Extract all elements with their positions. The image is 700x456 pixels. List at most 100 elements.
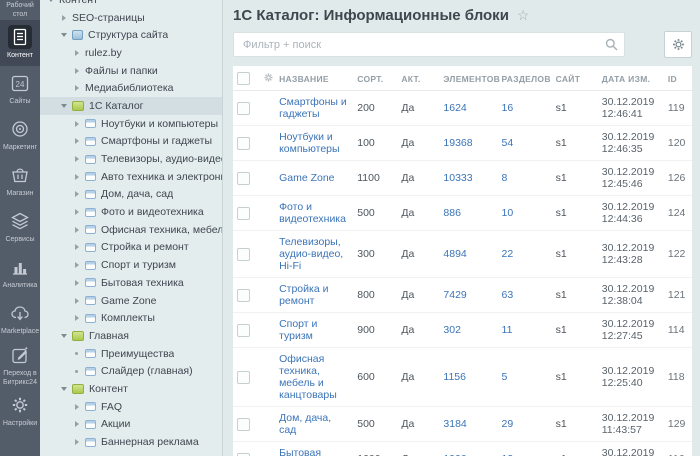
- sidebar-item-sites[interactable]: 24 Сайты: [0, 66, 40, 112]
- tree-item[interactable]: Game Zone: [40, 292, 222, 310]
- filter-search-input[interactable]: [233, 32, 625, 57]
- elements-count-link[interactable]: 1990: [443, 453, 466, 456]
- sidebar-item-marketplace[interactable]: Marketplace: [0, 296, 40, 342]
- tree-item[interactable]: Авто техника и электроника: [40, 168, 222, 186]
- table-row[interactable]: Стройка и ремонт 800 Да 7429 63 s1 30.12…: [233, 277, 692, 313]
- sidebar-item-shop[interactable]: Магазин: [0, 158, 40, 204]
- sidebar-item-analytics[interactable]: Аналитика: [0, 250, 40, 296]
- sections-count-link[interactable]: 63: [501, 289, 514, 301]
- row-checkbox[interactable]: [237, 247, 250, 261]
- column-header-date[interactable]: ДАТА ИЗМ.: [597, 66, 664, 91]
- elements-count-link[interactable]: 886: [443, 207, 461, 219]
- tree-item[interactable]: Главная: [40, 327, 222, 345]
- tree-item[interactable]: Дом, дача, сад: [40, 186, 222, 204]
- sidebar-item-content[interactable]: Контент: [0, 20, 40, 66]
- row-checkbox[interactable]: [237, 206, 250, 220]
- sections-count-link[interactable]: 29: [501, 418, 514, 430]
- column-header-id[interactable]: ID: [663, 66, 692, 91]
- columns-gear-icon[interactable]: [259, 66, 276, 91]
- row-checkbox[interactable]: [237, 370, 250, 384]
- tree-item[interactable]: Файлы и папки: [40, 62, 222, 80]
- iblock-name-link[interactable]: Фото и видеотехника: [279, 201, 346, 225]
- iblock-name-link[interactable]: Ноутбуки и компьютеры: [279, 131, 340, 155]
- row-checkbox[interactable]: [237, 417, 250, 431]
- tree-item[interactable]: Офисная техника, мебель и канцтовары: [40, 221, 222, 239]
- elements-count-link[interactable]: 7429: [443, 289, 467, 301]
- tree-item[interactable]: Телевизоры, аудио-видео, Hi-Fi: [40, 150, 222, 168]
- iblock-name-link[interactable]: Офисная техника, мебель и канцтовары: [279, 353, 337, 401]
- iblock-name-link[interactable]: Телевизоры, аудио-видео, Hi-Fi: [279, 236, 344, 272]
- table-row[interactable]: Дом, дача, сад 500 Да 3184 29 s1 30.12.2…: [233, 406, 692, 442]
- elements-count-link[interactable]: 302: [443, 324, 461, 336]
- search-icon[interactable]: [605, 38, 618, 56]
- grid-settings-button[interactable]: [664, 31, 692, 58]
- row-checkbox[interactable]: [237, 323, 250, 337]
- table-row[interactable]: Фото и видеотехника 500 Да 886 10 s1 30.…: [233, 195, 692, 231]
- tree-item[interactable]: Контент: [40, 0, 222, 9]
- sections-count-link[interactable]: 16: [501, 102, 514, 114]
- table-row[interactable]: Ноутбуки и компьютеры 100 Да 19368 54 s1…: [233, 125, 692, 161]
- column-header-site[interactable]: САЙТ: [551, 66, 598, 91]
- sections-count-link[interactable]: 11: [501, 324, 513, 336]
- sidebar-item-desktop[interactable]: Рабочий стол: [6, 1, 34, 18]
- sections-count-link[interactable]: 22: [501, 248, 514, 260]
- iblock-name-link[interactable]: Смартфоны и гаджеты: [279, 96, 347, 120]
- tree-item[interactable]: SEO-страницы: [40, 9, 222, 27]
- iblock-name-link[interactable]: Стройка и ремонт: [279, 283, 329, 307]
- tree-item[interactable]: FAQ: [40, 398, 222, 416]
- tree-item[interactable]: 1С Каталог: [40, 97, 222, 115]
- column-header-active[interactable]: АКТ.: [397, 66, 440, 91]
- column-header-sort[interactable]: СОРТ.: [353, 66, 398, 91]
- column-header-sections[interactable]: РАЗДЕЛОВ: [497, 66, 552, 91]
- sidebar-item-marketing[interactable]: Маркетинг: [0, 112, 40, 158]
- table-row[interactable]: Game Zone 1100 Да 10333 8 s1 30.12.2019 1…: [233, 160, 692, 196]
- row-checkbox[interactable]: [237, 288, 250, 302]
- sections-count-link[interactable]: 13: [502, 453, 514, 456]
- tree-item[interactable]: Баннерная реклама: [40, 433, 222, 451]
- tree-item[interactable]: Комплекты: [40, 309, 222, 327]
- iblock-name-link[interactable]: Бытовая техника: [279, 447, 322, 456]
- table-row[interactable]: Бытовая техника 1000 Да 1990 13 s1 30.12…: [233, 441, 692, 456]
- tree-item[interactable]: rulez.by: [40, 44, 222, 62]
- iblock-name-link[interactable]: Спорт и туризм: [279, 318, 318, 342]
- row-checkbox[interactable]: [237, 171, 250, 185]
- iblock-name-link[interactable]: Дом, дача, сад: [279, 412, 332, 436]
- elements-count-link[interactable]: 19368: [443, 137, 473, 149]
- elements-count-link[interactable]: 3184: [443, 418, 467, 430]
- sections-count-link[interactable]: 5: [501, 371, 508, 383]
- table-row[interactable]: Смартфоны и гаджеты 200 Да 1624 16 s1 30…: [233, 90, 692, 126]
- sections-count-link[interactable]: 10: [501, 207, 514, 219]
- table-row[interactable]: Телевизоры, аудио-видео, Hi-Fi 300 Да 48…: [233, 230, 692, 278]
- table-row[interactable]: Офисная техника, мебель и канцтовары 600…: [233, 347, 692, 407]
- sidebar-item-bitrix24[interactable]: Переход в Битрикс24: [0, 342, 40, 388]
- elements-count-link[interactable]: 4894: [443, 248, 467, 260]
- tree-item[interactable]: Структура сайта: [40, 26, 222, 44]
- select-all-checkbox[interactable]: [237, 72, 250, 85]
- tree-item[interactable]: Спорт и туризм: [40, 256, 222, 274]
- favorite-star-icon[interactable]: ☆: [516, 7, 530, 23]
- tree-item[interactable]: Медиабиблиотека: [40, 79, 222, 97]
- tree-item[interactable]: Преимущества: [40, 345, 222, 363]
- elements-count-link[interactable]: 1624: [443, 102, 467, 114]
- row-checkbox[interactable]: [237, 452, 250, 456]
- iblock-name-link[interactable]: Game Zone: [279, 172, 335, 184]
- row-checkbox[interactable]: [237, 101, 250, 115]
- sections-count-link[interactable]: 8: [501, 172, 508, 184]
- tree-item[interactable]: Стройка и ремонт: [40, 239, 222, 257]
- sections-count-link[interactable]: 54: [501, 137, 514, 149]
- sidebar-item-settings[interactable]: Настройки: [0, 388, 40, 434]
- row-checkbox[interactable]: [237, 136, 250, 150]
- tree-item[interactable]: Ноутбуки и компьютеры: [40, 115, 222, 133]
- tree-item[interactable]: Смартфоны и гаджеты: [40, 133, 222, 151]
- sidebar-item-services[interactable]: Сервисы: [0, 204, 40, 250]
- tree-item[interactable]: Слайдер (главная): [40, 362, 222, 380]
- tree-item[interactable]: Фото и видеотехника: [40, 203, 222, 221]
- column-header-name[interactable]: НАЗВАНИЕ: [275, 66, 354, 91]
- elements-count-link[interactable]: 10333: [443, 172, 473, 184]
- column-header-elements[interactable]: ЭЛЕМЕНТОВ: [439, 66, 500, 91]
- tree-item[interactable]: Контент: [40, 380, 222, 398]
- elements-count-link[interactable]: 1156: [443, 371, 466, 383]
- tree-item[interactable]: Акции: [40, 416, 222, 434]
- tree-item[interactable]: Бытовая техника: [40, 274, 222, 292]
- table-row[interactable]: Спорт и туризм 900 Да 302 11 s1 30.12.20…: [233, 312, 692, 348]
